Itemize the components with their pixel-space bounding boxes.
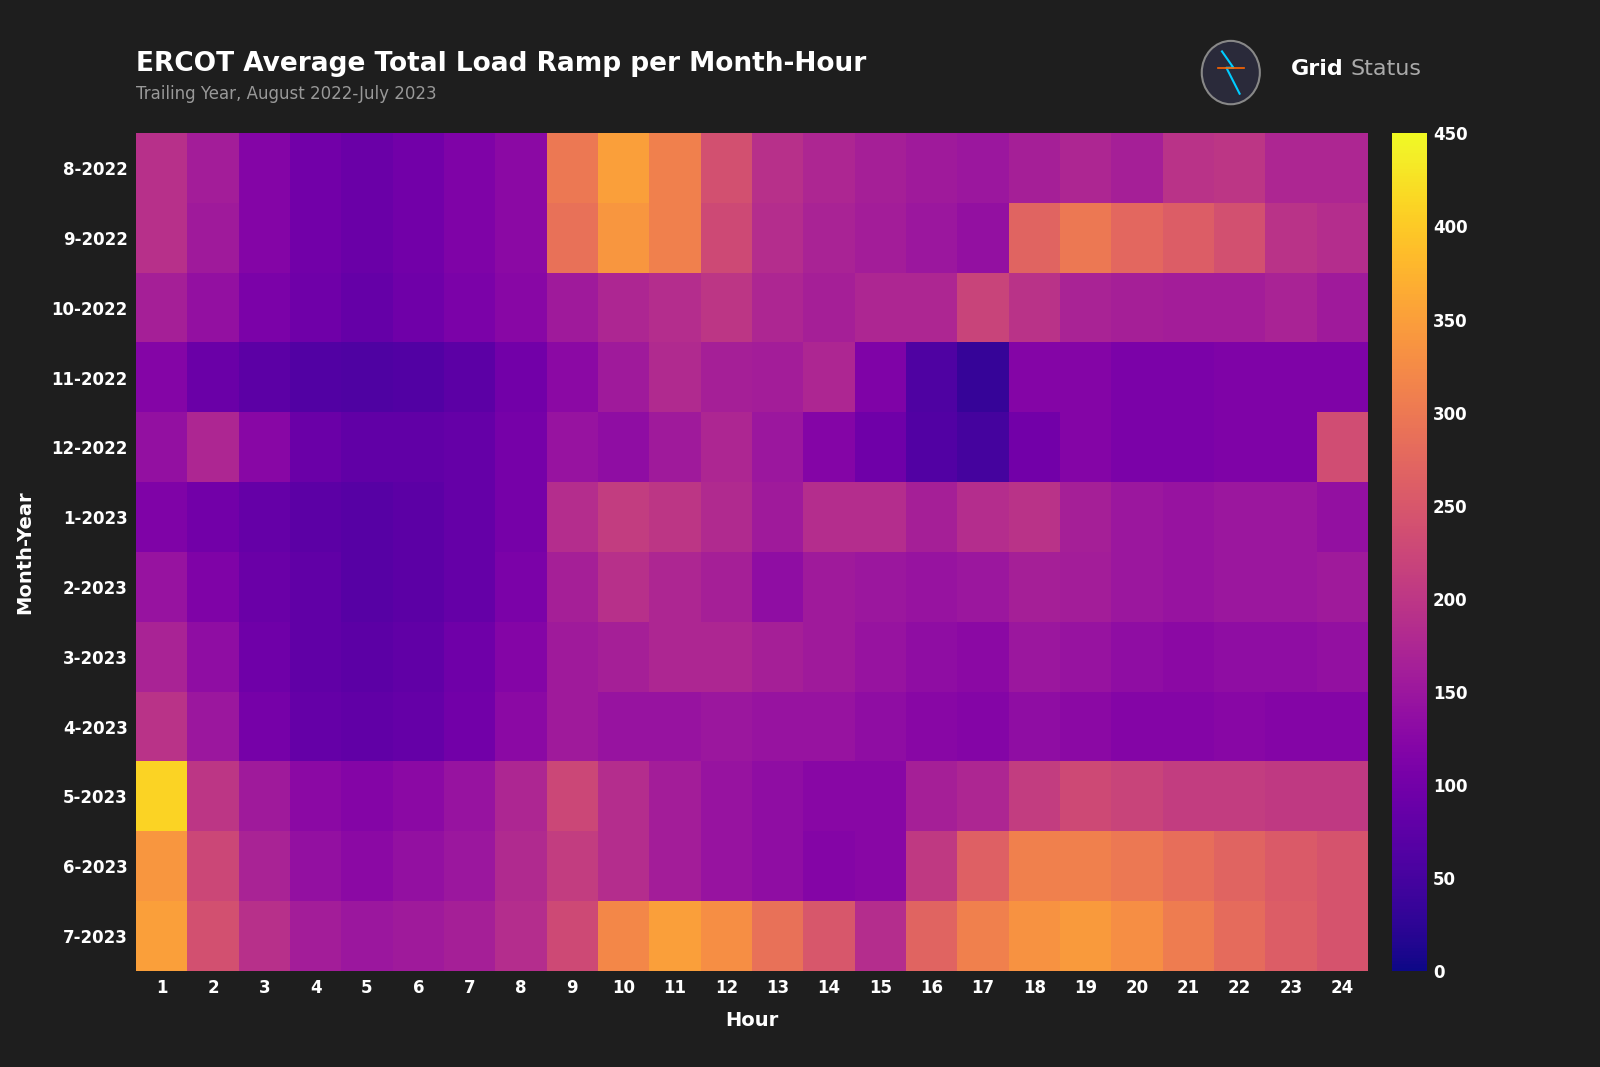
Text: Status: Status (1350, 60, 1421, 79)
Text: ERCOT Average Total Load Ramp per Month-Hour: ERCOT Average Total Load Ramp per Month-… (136, 51, 866, 77)
Y-axis label: Month-Year: Month-Year (16, 491, 35, 614)
X-axis label: Hour: Hour (725, 1012, 779, 1031)
Text: Grid: Grid (1291, 60, 1344, 79)
Circle shape (1203, 42, 1259, 103)
Text: Trailing Year, August 2022-July 2023: Trailing Year, August 2022-July 2023 (136, 85, 437, 102)
